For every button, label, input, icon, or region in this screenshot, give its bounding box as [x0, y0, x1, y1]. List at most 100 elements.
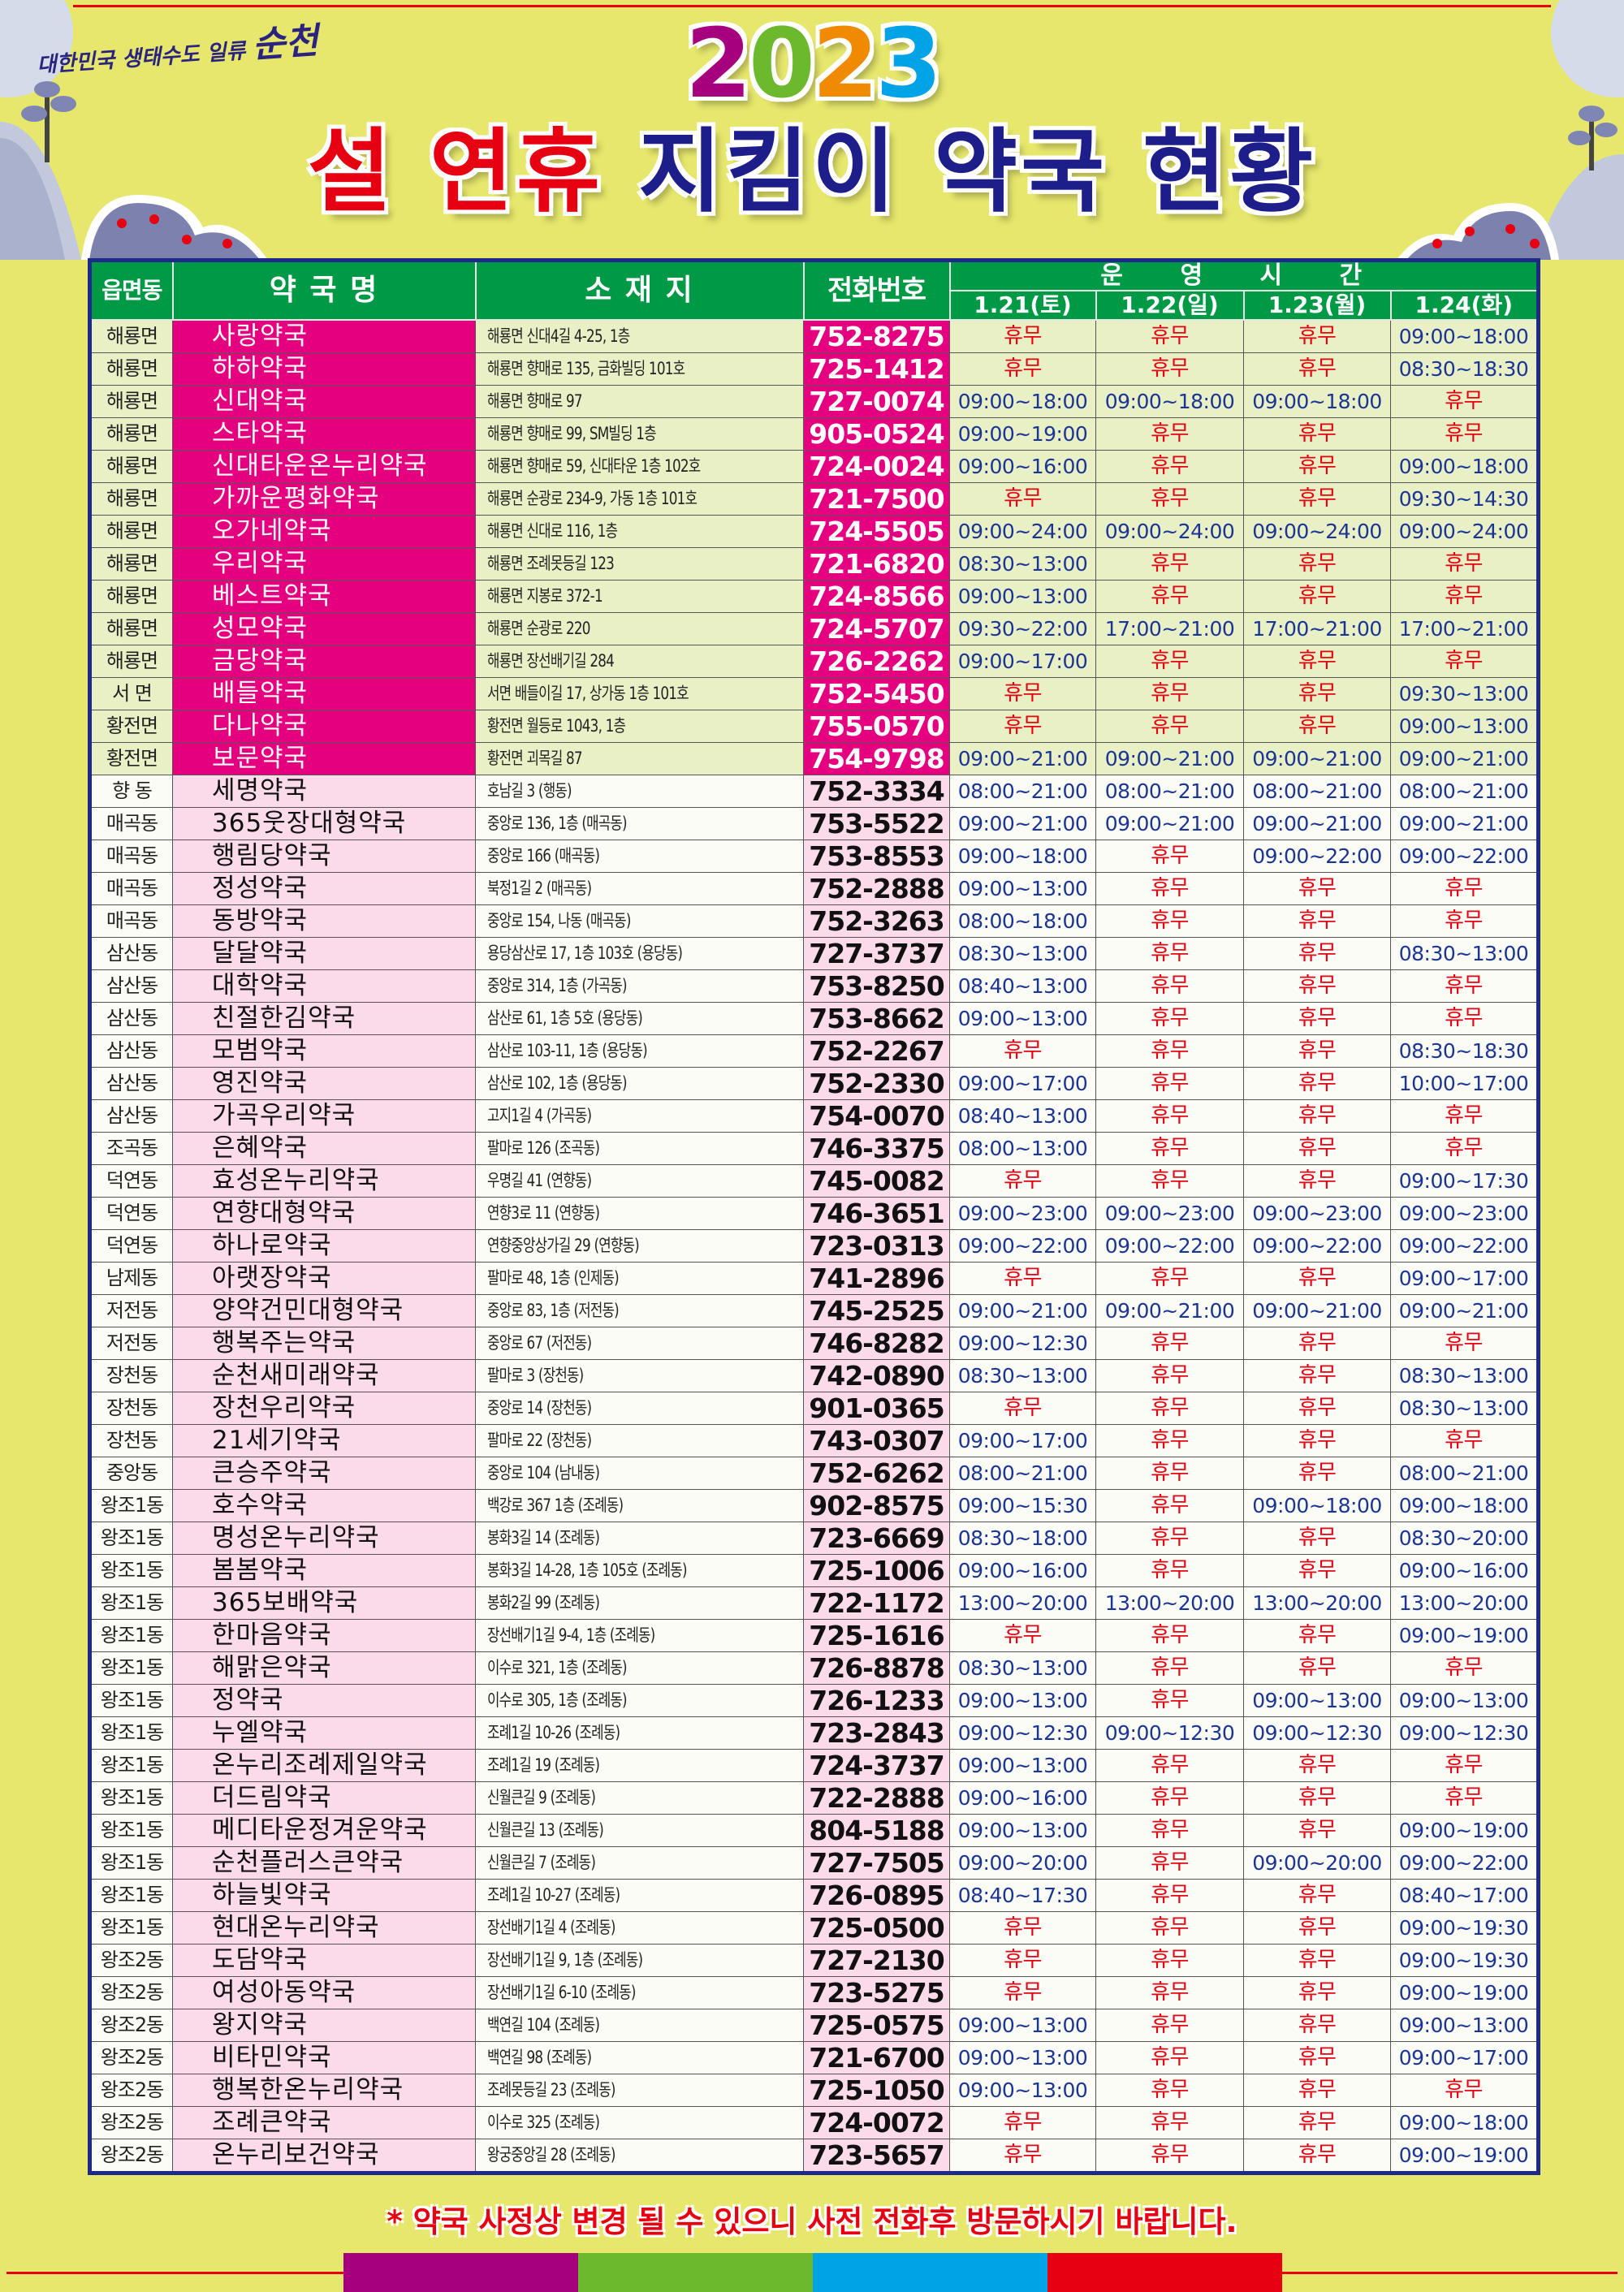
hours-day3: 09:00~22:00 — [1243, 840, 1391, 873]
address-cell: 왕궁중앙길 28 (조례동) — [475, 2139, 804, 2173]
district-cell: 해룡면 — [89, 547, 173, 581]
hours-day4: 09:00~19:30 — [1389, 1944, 1540, 1977]
table-row: 왕조2동 여성아동약국 장선배기1길 6-10 (조례동) 723-5275 휴무 휴무 휴… — [89, 1976, 1540, 2009]
table-row: 삼산동 친절한김약국 삼산로 61, 1층 5호 (용당동) 753-8662 09:0… — [89, 1002, 1540, 1035]
address-text: 팔마로 126 (조곡동) — [487, 1138, 600, 1158]
address-cell: 해룡면 순광로 220 — [475, 612, 804, 645]
phone-number: 742-0890 — [803, 1359, 950, 1392]
table-row: 매곡동 365웃장대형약국 중앙로 136, 1층 (매곡동) 753-5522 09:… — [89, 807, 1540, 840]
hours-day1: 08:00~18:00 — [949, 904, 1096, 938]
address-text: 삼산로 102, 1층 (용당동) — [487, 1073, 628, 1093]
hours-day4: 휴무 — [1389, 1099, 1540, 1133]
table-row: 왕조1동 명성온누리약국 봉화3길 14 (조례동) 723-6669 08:30~18… — [89, 1522, 1540, 1555]
phone-number: 721-6700 — [803, 2041, 950, 2074]
phone-number: 753-8662 — [803, 1002, 950, 1035]
address-text: 장선배기1길 4 (조례동) — [487, 1918, 615, 1937]
district-cell: 해룡면 — [89, 417, 173, 451]
district-cell: 왕조2동 — [89, 2074, 173, 2107]
pharmacy-name: 영진약국 — [172, 1067, 476, 1100]
pharmacy-name: 신대약국 — [172, 385, 476, 418]
address-text: 백연길 98 (조례동) — [487, 2048, 592, 2067]
hours-day1: 08:00~21:00 — [949, 775, 1096, 808]
pharmacy-name: 금당약국 — [172, 645, 476, 678]
address-text: 조례1길 10-26 (조례동) — [487, 1723, 620, 1742]
hours-day4: 09:00~12:30 — [1389, 1716, 1540, 1750]
hours-day3: 휴무 — [1243, 2139, 1391, 2173]
district-cell: 중앙동 — [89, 1457, 173, 1490]
district-cell: 삼산동 — [89, 1034, 173, 1068]
hours-day2: 09:00~21:00 — [1095, 742, 1244, 775]
header-hours: 운 영 시 간 — [948, 259, 1540, 291]
hours-day1: 09:00~16:00 — [949, 450, 1096, 483]
address-text: 고지1길 4 (가곡동) — [487, 1106, 592, 1125]
hours-day1: 휴무 — [949, 1034, 1096, 1068]
hours-day4: 09:00~13:00 — [1389, 1684, 1540, 1717]
hours-day1: 09:00~17:00 — [949, 1424, 1096, 1457]
address-cell: 신월큰길 13 (조례동) — [475, 1814, 804, 1847]
hours-day1: 09:00~12:30 — [949, 1327, 1096, 1360]
phone-number: 723-0313 — [803, 1229, 950, 1263]
address-cell: 중앙로 67 (저전동) — [475, 1327, 804, 1360]
district-cell: 왕조2동 — [89, 1944, 173, 1977]
hours-day3: 09:00~23:00 — [1243, 1197, 1391, 1230]
hours-day4: 08:30~18:30 — [1389, 352, 1540, 386]
address-cell: 팔마로 3 (장천동) — [475, 1359, 804, 1392]
table-row: 해룡면 오가네약국 해룡면 신대로 116, 1층 724-5505 09:00~24:… — [89, 515, 1540, 548]
hours-day4: 휴무 — [1389, 1781, 1540, 1815]
table-row: 삼산동 영진약국 삼산로 102, 1층 (용당동) 752-2330 09:00~17… — [89, 1067, 1540, 1100]
hours-day1: 휴무 — [949, 1911, 1096, 1945]
table-row: 향 동 세명약국 호남길 3 (행동) 752-3334 08:00~21:00 08:0… — [89, 775, 1540, 808]
hours-day4: 17:00~21:00 — [1389, 612, 1540, 645]
title-navy-part: 지킴이 약국 현황 — [637, 119, 1317, 225]
hours-day1: 09:00~13:00 — [949, 2041, 1096, 2074]
phone-number: 746-3651 — [803, 1197, 950, 1230]
pharmacy-name: 큰승주약국 — [172, 1457, 476, 1490]
table-row: 해룡면 신대약국 해룡면 향매로 97 727-0074 09:00~18:00 09:0… — [89, 385, 1540, 418]
pharmacy-name: 가곡우리약국 — [172, 1099, 476, 1133]
phone-number: 725-1616 — [803, 1619, 950, 1652]
district-cell: 삼산동 — [89, 969, 173, 1003]
pharmacy-name: 성모약국 — [172, 612, 476, 645]
table-row: 왕조2동 행복한온누리약국 조례못등길 23 (조례동) 725-1050 09:00~… — [89, 2074, 1540, 2107]
table-row: 삼산동 달달약국 용당삼산로 17, 1층 103호 (용당동) 727-3737 08… — [89, 937, 1540, 970]
hours-day2: 휴무 — [1095, 1489, 1244, 1522]
district-cell: 왕조1동 — [89, 1684, 173, 1717]
address-cell: 이수로 321, 1층 (조례동) — [475, 1651, 804, 1685]
address-cell: 장선배기1길 9-4, 1층 (조례동) — [475, 1619, 804, 1652]
hours-day4: 휴무 — [1389, 1132, 1540, 1165]
hours-day1: 09:00~15:30 — [949, 1489, 1096, 1522]
hours-day1: 09:00~13:00 — [949, 1684, 1096, 1717]
table-row: 덕연동 하나로약국 연향중앙상가길 29 (연향동) 723-0313 09:00~22… — [89, 1229, 1540, 1263]
hours-day3: 휴무 — [1243, 417, 1391, 451]
hours-day2: 13:00~20:00 — [1095, 1586, 1244, 1620]
address-text: 연향3로 11 (연향동) — [487, 1203, 600, 1223]
hours-day3: 휴무 — [1243, 1749, 1391, 1782]
table-row: 왕조2동 비타민약국 백연길 98 (조례동) 721-6700 09:00~13:00… — [89, 2041, 1540, 2074]
hours-day1: 휴무 — [949, 1392, 1096, 1425]
hours-day3: 휴무 — [1243, 1651, 1391, 1685]
hours-day4: 08:30~13:00 — [1389, 1392, 1540, 1425]
hours-day3: 휴무 — [1243, 1424, 1391, 1457]
address-text: 조례1길 19 (조례동) — [487, 1755, 600, 1775]
address-text: 해룡면 장선배기길 284 — [487, 651, 615, 671]
hours-day3: 휴무 — [1243, 1457, 1391, 1490]
hours-day3: 휴무 — [1243, 1392, 1391, 1425]
hours-day1: 08:00~13:00 — [949, 1132, 1096, 1165]
phone-number: 901-0365 — [803, 1392, 950, 1425]
hours-day1: 08:30~13:00 — [949, 547, 1096, 581]
table-row: 왕조1동 호수약국 백강로 367 1층 (조례동) 902-8575 09:00~15… — [89, 1489, 1540, 1522]
hours-day1: 09:00~13:00 — [949, 872, 1096, 905]
phone-number: 755-0570 — [803, 710, 950, 743]
address-text: 왕궁중앙길 28 (조례동) — [487, 2145, 615, 2165]
hours-day3: 휴무 — [1243, 1099, 1391, 1133]
phone-number: 754-9798 — [803, 742, 950, 775]
hours-day4: 09:00~19:00 — [1389, 1619, 1540, 1652]
hours-day3: 휴무 — [1243, 710, 1391, 743]
hours-day1: 09:00~13:00 — [949, 2074, 1096, 2107]
address-cell: 연향중앙상가길 29 (연향동) — [475, 1229, 804, 1263]
address-cell: 봉화3길 14-28, 1층 105호 (조례동) — [475, 1554, 804, 1587]
hours-day1: 09:00~21:00 — [949, 1294, 1096, 1327]
address-text: 중앙로 166 (매곡동) — [487, 846, 600, 865]
pharmacy-name: 호수약국 — [172, 1489, 476, 1522]
district-cell: 매곡동 — [89, 872, 173, 905]
